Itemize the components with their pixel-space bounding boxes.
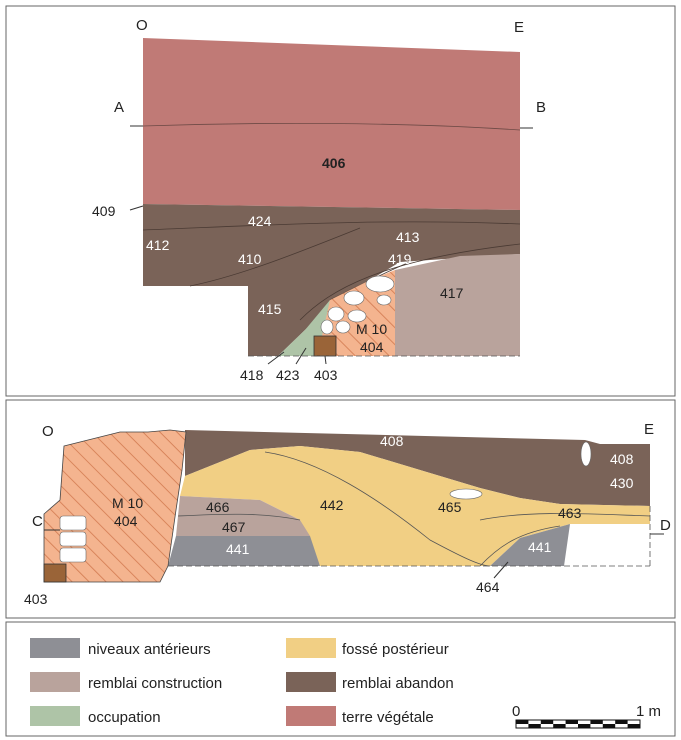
legend-label-remblai-construction: remblai construction — [88, 675, 222, 692]
label-419: 419 — [388, 251, 412, 267]
label-m10-bottom: M 10 — [112, 495, 143, 511]
legend-label-occupation: occupation — [88, 709, 161, 726]
orient-e-bottom: E — [644, 421, 654, 438]
label-403-top: 403 — [314, 367, 338, 383]
label-466: 466 — [206, 499, 230, 515]
top-panel-frame — [5, 5, 676, 397]
label-465: 465 — [438, 499, 462, 515]
block-403-bottom — [43, 563, 67, 583]
line-442-465 — [264, 451, 491, 567]
marker-d: D — [660, 517, 671, 534]
layer-406-terre-vegetale — [143, 38, 520, 210]
label-424: 424 — [248, 213, 272, 229]
legend-swatch-occupation — [30, 706, 80, 726]
legend: niveaux antérieurs fossé postérieur remb… — [30, 638, 661, 729]
legend-label-terre-vegetale: terre végétale — [342, 709, 434, 726]
leader-403 — [324, 355, 327, 365]
stone — [327, 306, 345, 322]
legend-label-remblai-abandon: remblai abandon — [342, 675, 454, 692]
bottom-section: O E C D M 10 404 403 408 408 430 442 465… — [24, 421, 671, 607]
line-463 — [479, 513, 651, 521]
label-m10-top: M 10 — [356, 321, 387, 337]
line-410 — [189, 227, 361, 287]
marker-a: A — [114, 99, 124, 116]
line-ab — [142, 122, 521, 131]
legend-panel-frame — [5, 621, 676, 737]
label-417: 417 — [440, 285, 464, 301]
label-412: 412 — [146, 237, 170, 253]
stone — [320, 319, 334, 335]
layer-441-left — [168, 536, 320, 566]
orient-o-bottom: O — [42, 423, 54, 440]
label-403-bottom: 403 — [24, 591, 48, 607]
label-442: 442 — [320, 497, 344, 513]
line-466-467 — [177, 513, 301, 521]
scale-start-label: 0 — [512, 703, 520, 720]
layer-fosse-posterieur — [180, 446, 650, 566]
marker-b: B — [536, 99, 546, 116]
stone — [59, 531, 87, 547]
stone — [59, 515, 87, 531]
top-section: O E A B 406 409 424 412 410 413 419 417 … — [92, 17, 546, 383]
label-408-a: 408 — [380, 433, 404, 449]
stone — [376, 294, 392, 306]
orient-e-top: E — [514, 19, 524, 36]
legend-swatch-remblai-abandon — [286, 672, 336, 692]
stone — [580, 441, 592, 467]
label-441-b: 441 — [528, 539, 552, 555]
stone — [59, 547, 87, 563]
label-404-bottom: 404 — [114, 513, 138, 529]
layer-466-467 — [176, 496, 310, 536]
label-463: 463 — [558, 505, 582, 521]
legend-swatch-niveaux-anterieurs — [30, 638, 80, 658]
line-424 — [142, 221, 521, 231]
legend-swatch-terre-vegetale — [286, 706, 336, 726]
line-464 — [479, 525, 561, 567]
stone — [449, 488, 483, 500]
label-415: 415 — [258, 301, 282, 317]
line-413 — [299, 243, 521, 321]
stone — [365, 275, 395, 293]
layer-occupation-top — [278, 300, 336, 356]
marker-c: C — [32, 513, 43, 530]
label-464: 464 — [476, 579, 500, 595]
orient-o-top: O — [136, 17, 148, 34]
legend-swatch-remblai-construction — [30, 672, 80, 692]
label-408-b: 408 — [610, 451, 634, 467]
label-441-a: 441 — [226, 541, 250, 557]
legend-label-fosse-posterieur: fossé postérieur — [342, 641, 449, 658]
stone — [335, 320, 351, 334]
layer-441-right — [490, 524, 570, 566]
leader-423 — [295, 347, 307, 365]
legend-label-niveaux-anterieurs: niveaux antérieurs — [88, 641, 211, 658]
stone — [347, 309, 367, 323]
label-410: 410 — [238, 251, 262, 267]
leader-418 — [267, 351, 285, 365]
leader-464 — [493, 561, 509, 579]
leader-409 — [129, 205, 144, 211]
stone — [343, 290, 365, 306]
label-409: 409 — [92, 203, 116, 219]
label-430: 430 — [610, 475, 634, 491]
block-403-top — [313, 335, 337, 357]
label-406: 406 — [322, 155, 346, 171]
label-423: 423 — [276, 367, 300, 383]
label-418: 418 — [240, 367, 264, 383]
layer-417 — [395, 254, 520, 356]
label-413: 413 — [396, 229, 420, 245]
scale-end-label: 1 m — [636, 703, 661, 720]
label-467: 467 — [222, 519, 246, 535]
label-404-top: 404 — [360, 339, 384, 355]
layer-remblai-abandon-top — [143, 204, 520, 356]
scale-bar — [515, 719, 641, 729]
layer-408 — [185, 430, 650, 506]
bottom-panel-frame — [5, 399, 676, 619]
legend-swatch-fosse-posterieur — [286, 638, 336, 658]
